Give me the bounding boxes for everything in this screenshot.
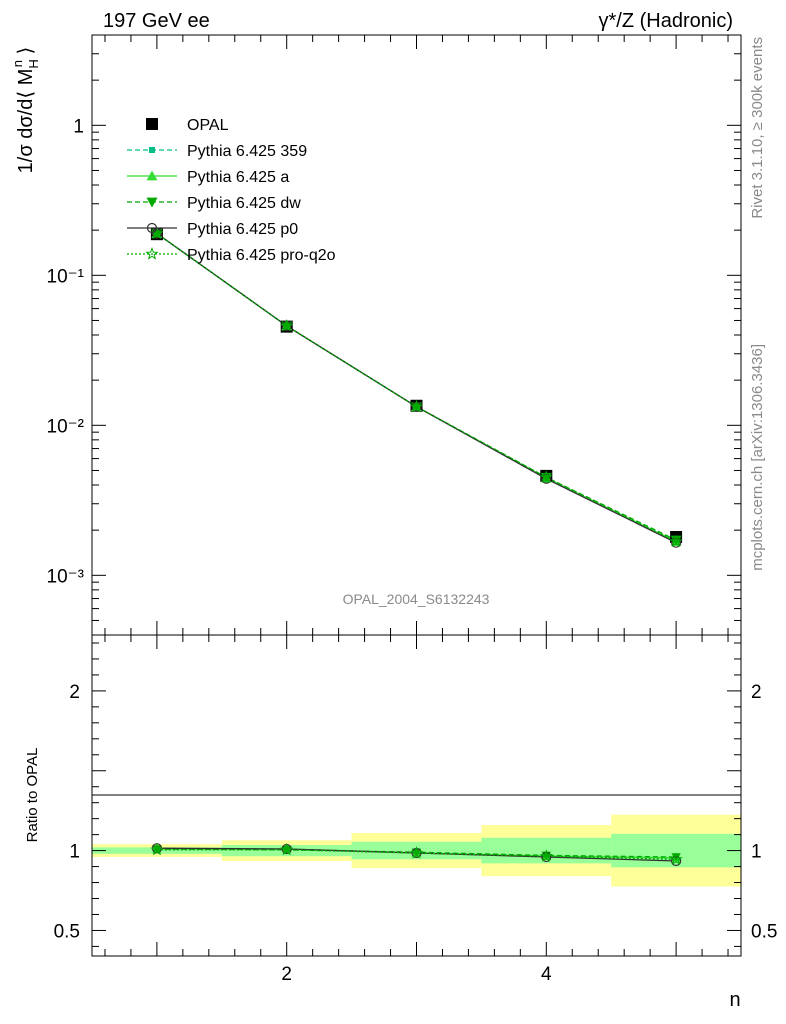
ratio-frame bbox=[91, 634, 742, 957]
main-y-tick-labels: 10⁻³ 10⁻² 10⁻¹ 1 bbox=[47, 116, 85, 587]
main-panel: 10⁻³ 10⁻² 10⁻¹ 1 1/σ dσ/d⟨ MHn ⟩ OPAL_2004_… bbox=[10, 34, 742, 636]
analysis-id-label: OPAL_2004_S6132243 bbox=[343, 591, 490, 607]
legend-marker bbox=[149, 147, 155, 153]
legend-label: Pythia 6.425 p0 bbox=[187, 221, 298, 238]
ratio-mc-point-4 bbox=[150, 842, 164, 856]
ratio-y-axis-label: Ratio to OPAL bbox=[24, 748, 41, 843]
main-y-tick-label: 10⁻³ bbox=[47, 566, 85, 587]
main-y-axis-label: 1/σ dσ/d⟨ MHn ⟩ bbox=[10, 47, 41, 174]
main-y-ticks bbox=[92, 34, 741, 636]
rivet-version-label: Rivet 3.1.10, ≥ 300k events bbox=[749, 37, 766, 219]
legend-label: Pythia 6.425 pro-q2o bbox=[187, 247, 336, 264]
legend-entry: Pythia 6.425 dw bbox=[127, 195, 301, 212]
ratio-mc-point-2 bbox=[152, 845, 162, 854]
ratio-mc-point-4 bbox=[409, 846, 424, 859]
main-series-lines bbox=[156, 232, 677, 544]
ratio-mc-point-3 bbox=[541, 851, 552, 863]
main-mc-point-4 bbox=[669, 534, 683, 548]
main-mc-point-4 bbox=[409, 399, 424, 413]
main-line-4 bbox=[156, 232, 677, 543]
ratio-mc-point-2 bbox=[541, 851, 551, 861]
ratio-mc-point-4 bbox=[539, 849, 553, 862]
main-mc-point-4 bbox=[150, 226, 164, 240]
legend-marker bbox=[146, 170, 158, 181]
ratio-y-tick-label: 2 bbox=[69, 682, 80, 703]
legend-label: OPAL bbox=[187, 117, 229, 134]
main-line-0 bbox=[156, 232, 677, 543]
main-y-tick-label: 1 bbox=[73, 116, 84, 137]
main-line-3 bbox=[156, 232, 677, 544]
main-y-tick-label: 10⁻¹ bbox=[47, 266, 85, 287]
legend-marker bbox=[146, 222, 158, 234]
energy-label: 197 GeV ee bbox=[103, 10, 210, 32]
legend-label: Pythia 6.425 359 bbox=[187, 143, 307, 160]
ratio-series-markers bbox=[150, 842, 683, 867]
main-series-markers bbox=[150, 226, 683, 548]
ratio-mc-point-4 bbox=[280, 842, 294, 856]
ratio-mc-point-4 bbox=[669, 852, 683, 865]
ratio-y-tick-label-right: 2 bbox=[751, 682, 762, 703]
main-mc-point-4 bbox=[539, 470, 553, 483]
main-line-2 bbox=[156, 232, 677, 541]
legend-label: Pythia 6.425 dw bbox=[187, 195, 301, 212]
legend: OPAL Pythia 6.425 359 Pythia 6.425 a Pythia… bbox=[127, 117, 336, 264]
ratio-y-tick-label: 1 bbox=[69, 842, 80, 863]
main-mc-point-3 bbox=[670, 537, 682, 548]
ratio-y-tick-label-right: 0.5 bbox=[751, 921, 777, 942]
ratio-y-tick-labels: 0.5 0.5 1 1 2 2 bbox=[54, 682, 778, 943]
ratio-line-4 bbox=[156, 849, 677, 861]
ratio-y-tick-label-right: 1 bbox=[751, 842, 762, 863]
ratio-mc-point-2 bbox=[411, 848, 422, 857]
main-mc-point-2 bbox=[670, 535, 682, 546]
x-tick-label: 2 bbox=[281, 964, 292, 985]
legend-entry: Pythia 6.425 pro-q2o bbox=[127, 247, 336, 264]
source-url-label: mcplots.cern.ch [arXiv:1306.3436] bbox=[749, 344, 766, 571]
legend-entry: OPAL bbox=[146, 117, 229, 134]
legend-label: Pythia 6.425 a bbox=[187, 169, 289, 186]
legend-marker bbox=[146, 197, 158, 208]
legend-entry: Pythia 6.425 a bbox=[127, 169, 289, 186]
legend-entry: Pythia 6.425 p0 bbox=[127, 221, 298, 238]
ratio-band-inner bbox=[611, 833, 741, 868]
ratio-y-tick-label: 0.5 bbox=[54, 921, 80, 942]
ratio-mc-point-3 bbox=[670, 855, 682, 867]
ratio-ticks bbox=[92, 635, 741, 956]
main-y-tick-label: 10⁻² bbox=[47, 416, 85, 437]
x-tick-label: 4 bbox=[541, 964, 552, 985]
legend-entry: Pythia 6.425 359 bbox=[127, 143, 307, 160]
legend-marker bbox=[146, 118, 158, 130]
x-axis-label: n bbox=[729, 989, 740, 1011]
main-mc-point-3 bbox=[541, 473, 552, 484]
ratio-mc-point-2 bbox=[671, 853, 681, 862]
legend-marker bbox=[145, 247, 159, 260]
main-mc-point-4 bbox=[280, 318, 294, 332]
process-label: γ*/Z (Hadronic) bbox=[599, 10, 733, 32]
main-line-1 bbox=[156, 232, 677, 543]
